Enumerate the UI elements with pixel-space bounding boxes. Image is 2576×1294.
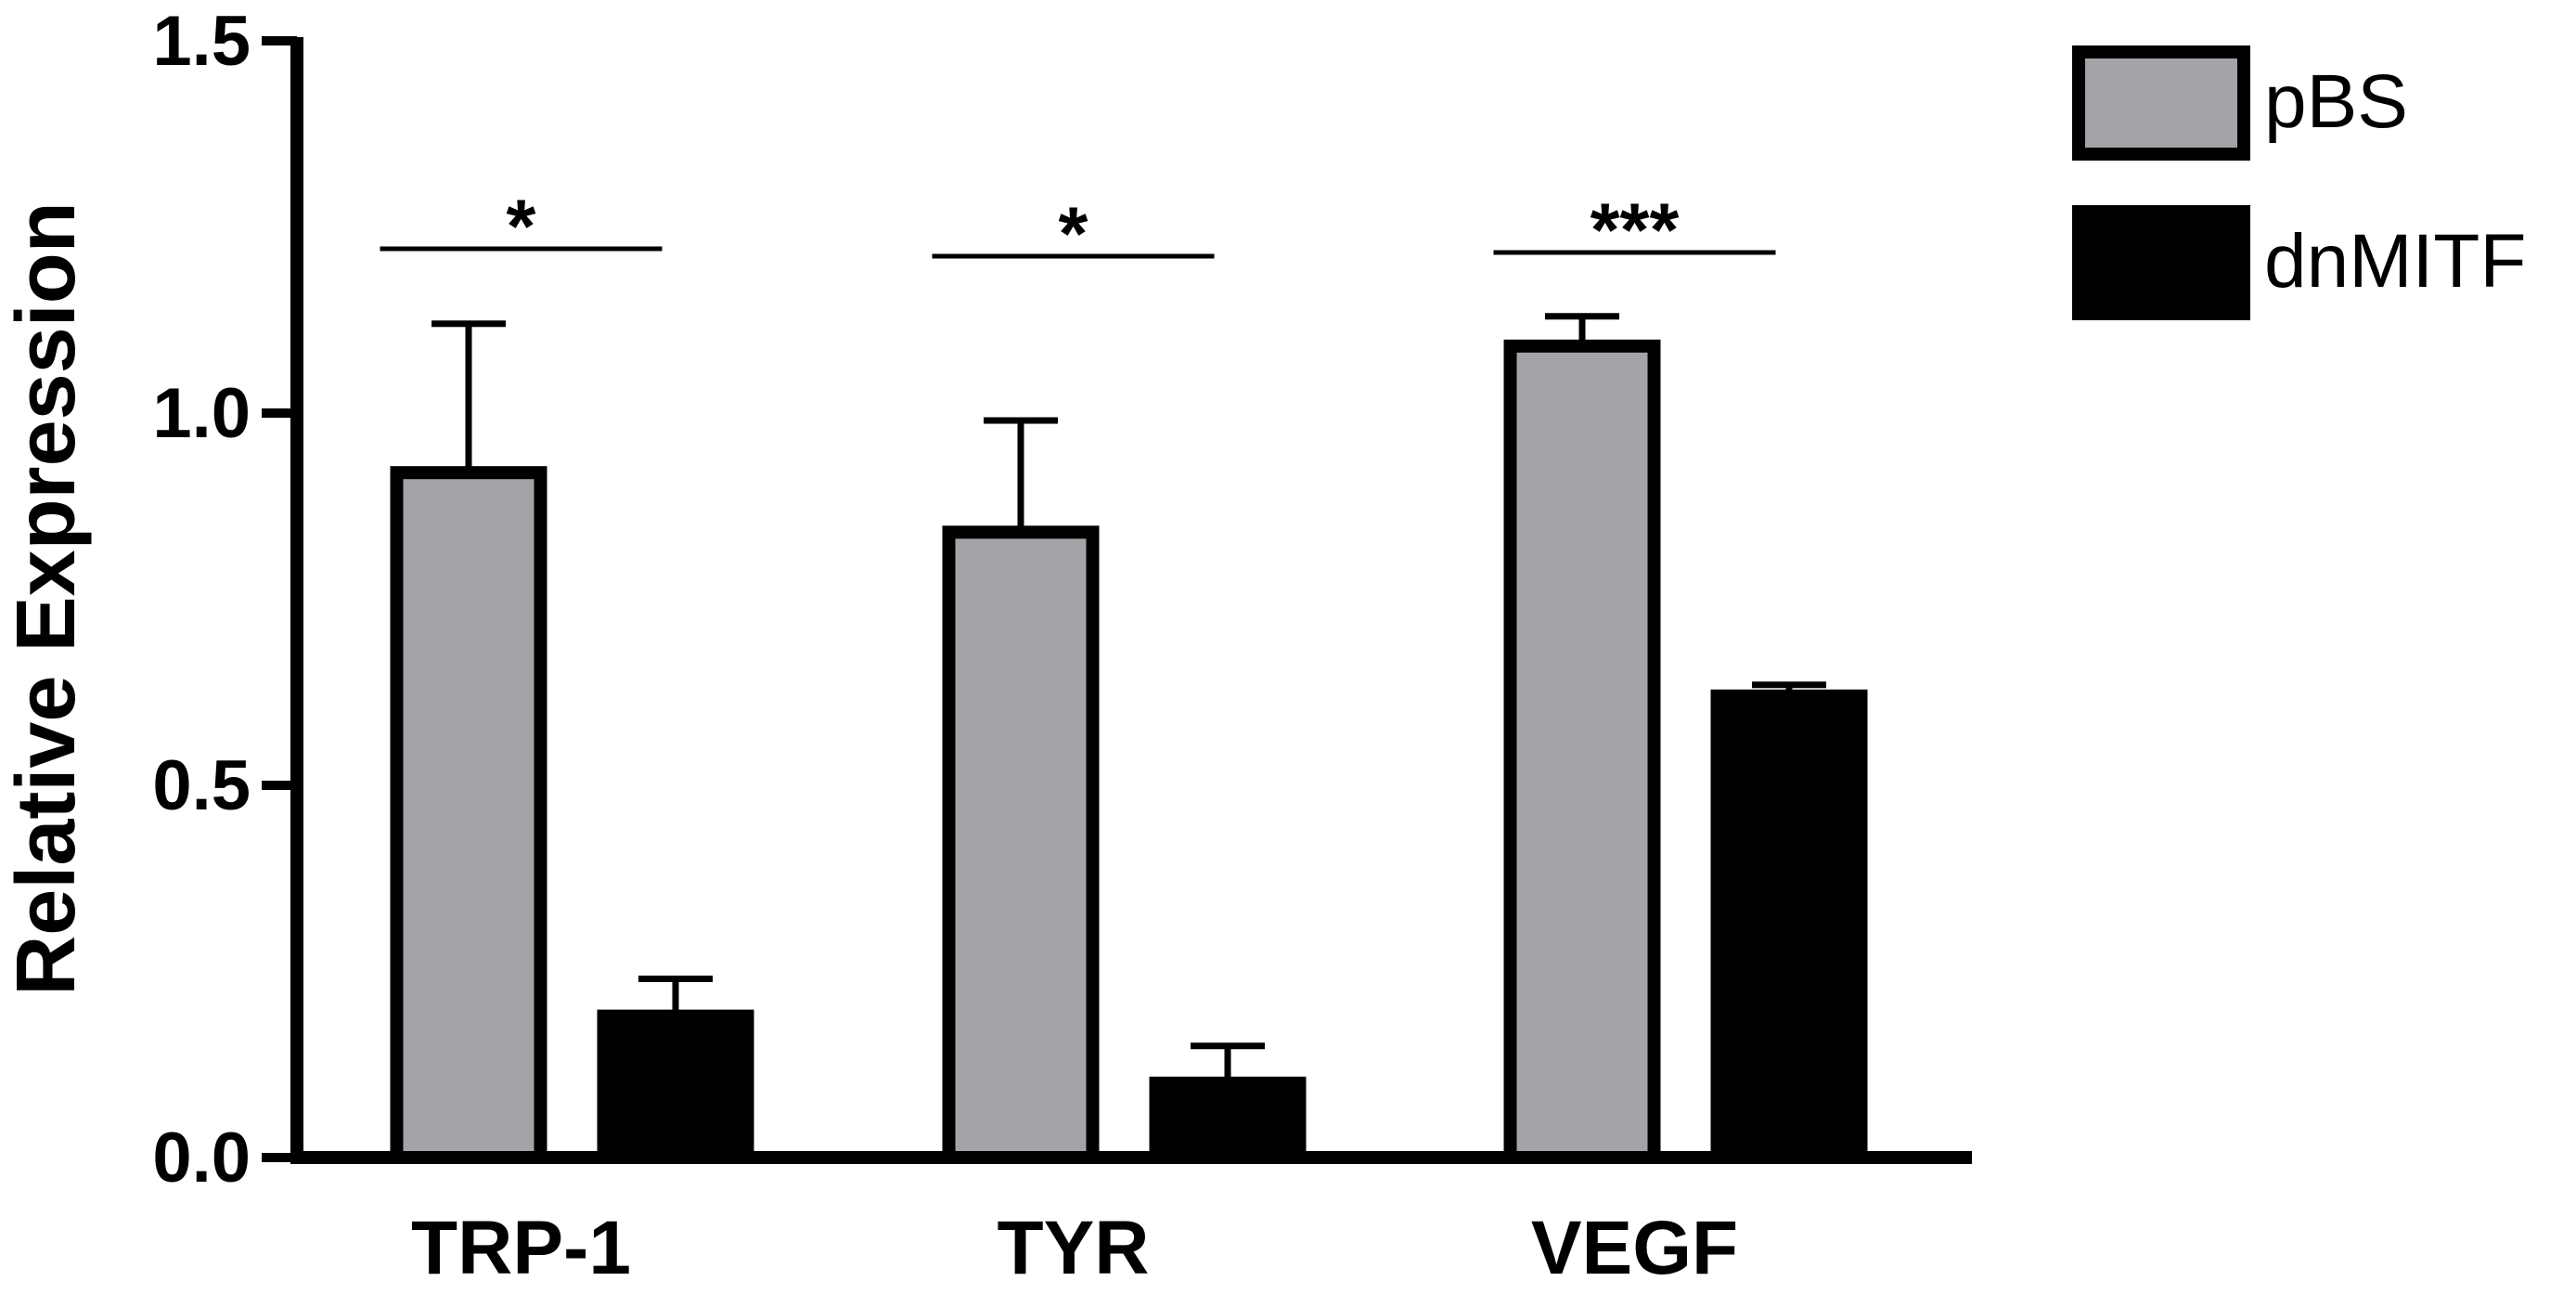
x-category-label-VEGF: VEGF: [1531, 1206, 1738, 1289]
y-tick-label-1.0: 1.0: [152, 374, 251, 453]
bar-dnMITF-TYR: [1149, 1076, 1307, 1165]
bar-dnMITF-TRP-1: [597, 1009, 754, 1164]
significance-marker-VEGF: ***: [1591, 188, 1680, 273]
legend-swatch-pBS: [2072, 45, 2250, 161]
bar-pBS-VEGF: [1503, 339, 1661, 1164]
bar-pBS-TYR: [942, 525, 1100, 1164]
y-tick-label-1.5: 1.5: [152, 2, 251, 81]
x-category-label-TRP-1: TRP-1: [411, 1206, 631, 1289]
bar-pBS-TRP-1: [390, 466, 547, 1165]
y-axis-label: Relative Expression: [0, 201, 93, 995]
bar-dnMITF-VEGF: [1710, 689, 1868, 1164]
x-category-label-TYR: TYR: [998, 1206, 1150, 1289]
y-tick-label-0.0: 0.0: [152, 1119, 251, 1197]
legend-label-dnMITF: dnMITF: [2264, 219, 2526, 304]
significance-marker-TRP-1: *: [507, 185, 536, 269]
y-tick-label-0.5: 0.5: [152, 746, 251, 825]
legend-swatch-dnMITF: [2072, 205, 2250, 320]
significance-marker-TYR: *: [1059, 192, 1088, 277]
legend-label-pBS: pBS: [2264, 59, 2408, 144]
